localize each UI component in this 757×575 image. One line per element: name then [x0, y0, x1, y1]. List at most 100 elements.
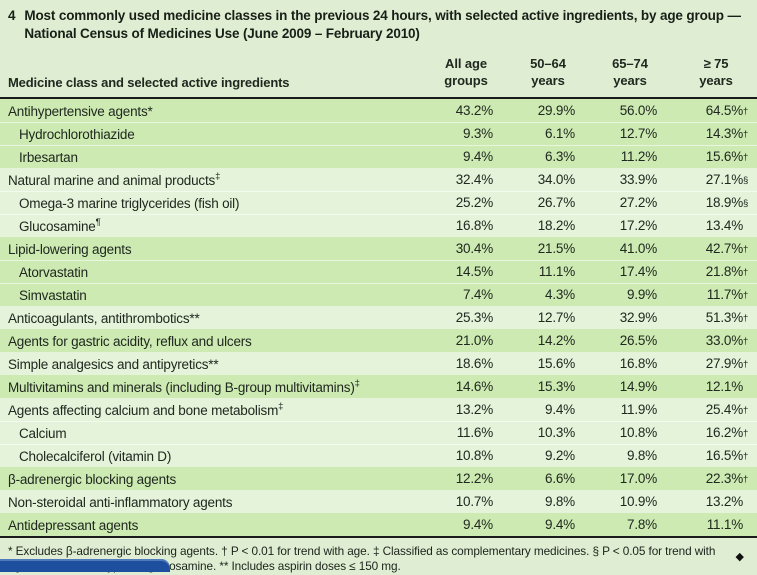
value-50-64: 9.2% [545, 447, 575, 463]
medicine-class-label: Calcium [19, 425, 67, 441]
value-75-plus: 13.4% [705, 217, 743, 233]
value-75-plus: 42.7% † [705, 240, 749, 256]
table-row: Irbesartan 9.4% 6.3% 11.2% 15.6% † [0, 144, 757, 168]
column-header-65-74: 65–74 years [612, 56, 648, 88]
medicine-class-label: β-adrenergic blocking agents [8, 471, 177, 487]
value-65-74: 14.9% [619, 378, 657, 394]
medicine-class-label: Antidepressant agents [8, 517, 139, 533]
value-all-ages: 9.4% [463, 516, 493, 532]
value-all-ages: 14.5% [455, 263, 493, 279]
value-75-plus: 21.8% † [705, 263, 749, 279]
value-75-plus: 15.6% † [705, 148, 749, 164]
value-all-ages: 13.2% [455, 401, 493, 417]
table-row: Omega-3 marine triglycerides (fish oil) … [0, 190, 757, 214]
value-50-64: 4.3% [545, 286, 575, 302]
table-body: Antihypertensive agents* 43.2% 29.9% 56.… [0, 98, 757, 536]
value-all-ages: 30.4% [455, 240, 493, 256]
value-75-plus: 51.3% † [705, 309, 749, 325]
value-50-64: 29.9% [537, 102, 575, 118]
table-row: Hydrochlorothiazide 9.3% 6.1% 12.7% 14.3… [0, 121, 757, 145]
medicine-class-label: Agents affecting calcium and bone metabo… [8, 400, 284, 418]
value-75-plus: 27.1% § [705, 171, 749, 187]
medicine-class-label: Cholecalciferol (vitamin D) [19, 448, 172, 464]
value-all-ages: 18.6% [455, 355, 493, 371]
value-65-74: 41.0% [619, 240, 657, 256]
value-75-plus: 64.5% † [705, 102, 749, 118]
value-50-64: 15.3% [537, 378, 575, 394]
value-50-64: 9.4% [545, 401, 575, 417]
medicine-class-label: Simple analgesics and antipyretics** [8, 356, 219, 372]
value-75-plus: 11.1% [706, 516, 743, 532]
value-65-74: 11.2% [620, 148, 657, 164]
value-65-74: 9.9% [627, 286, 657, 302]
table-header-row: Medicine class and selected active ingre… [0, 42, 757, 97]
table-row: β-adrenergic blocking agents 12.2% 6.6% … [0, 466, 757, 490]
table-row: Natural marine and animal products‡ 32.4… [0, 167, 757, 191]
value-65-74: 17.4% [619, 263, 657, 279]
medicine-class-label: Hydrochlorothiazide [19, 126, 135, 142]
figure-title-text: Most commonly used medicine classes in t… [24, 8, 741, 41]
value-65-74: 10.8% [619, 424, 657, 440]
value-75-plus: 27.9% † [705, 355, 749, 371]
medicine-class-label: Natural marine and animal products‡ [8, 170, 221, 188]
medicine-class-label: Anticoagulants, antithrombotics** [8, 310, 200, 326]
value-75-plus: 16.2% † [705, 424, 749, 440]
value-all-ages: 14.6% [455, 378, 493, 394]
figure-number: 4 [8, 8, 16, 23]
value-65-74: 56.0% [619, 102, 657, 118]
table-row: Agents for gastric acidity, reflux and u… [0, 328, 757, 352]
column-header-50-64: 50–64 years [530, 56, 566, 88]
value-65-74: 11.9% [620, 401, 657, 417]
value-50-64: 11.1% [538, 263, 575, 279]
value-50-64: 6.1% [545, 125, 575, 141]
value-all-ages: 32.4% [455, 171, 493, 187]
value-50-64: 18.2% [537, 217, 575, 233]
value-all-ages: 25.2% [455, 194, 493, 210]
value-all-ages: 25.3% [455, 309, 493, 325]
value-50-64: 12.7% [537, 309, 575, 325]
value-all-ages: 11.6% [456, 424, 493, 440]
value-75-plus: 12.1% [705, 378, 743, 394]
table-row: Atorvastatin 14.5% 11.1% 17.4% 21.8% † [0, 259, 757, 283]
value-75-plus: 25.4% † [705, 401, 749, 417]
table-row: Antihypertensive agents* 43.2% 29.9% 56.… [0, 98, 757, 122]
value-50-64: 6.6% [545, 470, 575, 486]
table-row: Multivitamins and minerals (including B-… [0, 374, 757, 398]
value-75-plus: 18.9% § [705, 194, 749, 210]
value-65-74: 10.9% [619, 493, 657, 509]
medicine-class-label: Atorvastatin [19, 264, 88, 280]
value-50-64: 26.7% [537, 194, 575, 210]
medicine-class-label: Irbesartan [19, 149, 78, 165]
value-all-ages: 12.2% [455, 470, 493, 486]
value-65-74: 33.9% [619, 171, 657, 187]
value-50-64: 10.3% [537, 424, 575, 440]
table-row: Antidepressant agents 9.4% 9.4% 7.8% 11.… [0, 512, 757, 536]
value-50-64: 15.6% [537, 355, 575, 371]
value-65-74: 17.2% [619, 217, 657, 233]
column-header-75-plus: ≥ 75 years [699, 56, 733, 88]
value-75-plus: 33.0% † [705, 332, 749, 348]
value-65-74: 26.5% [619, 332, 657, 348]
column-header-medicine-class: Medicine class and selected active ingre… [8, 74, 290, 90]
table-row: Non-steroidal anti-inflammatory agents 1… [0, 489, 757, 513]
value-75-plus: 13.2% [705, 493, 743, 509]
medicine-class-label: Antihypertensive agents* [8, 103, 153, 119]
medicine-class-label: Omega-3 marine triglycerides (fish oil) [19, 195, 240, 211]
medicine-class-label: Glucosamine¶ [19, 216, 101, 234]
table-row: Anticoagulants, antithrombotics** 25.3% … [0, 305, 757, 329]
header-divider-line [0, 96, 757, 99]
table-row: Calcium 11.6% 10.3% 10.8% 16.2% † [0, 420, 757, 444]
table-row: Agents affecting calcium and bone metabo… [0, 397, 757, 421]
value-65-74: 32.9% [619, 309, 657, 325]
value-all-ages: 43.2% [455, 102, 493, 118]
value-65-74: 17.0% [619, 470, 657, 486]
value-50-64: 9.8% [545, 493, 575, 509]
table-row: Cholecalciferol (vitamin D) 10.8% 9.2% 9… [0, 443, 757, 467]
value-75-plus: 16.5% † [705, 447, 749, 463]
medicine-class-label: Multivitamins and minerals (including B-… [8, 377, 360, 395]
value-75-plus: 14.3% † [705, 125, 749, 141]
value-75-plus: 22.3% † [705, 470, 749, 486]
table-row: Simple analgesics and antipyretics** 18.… [0, 351, 757, 375]
value-65-74: 9.8% [627, 447, 657, 463]
